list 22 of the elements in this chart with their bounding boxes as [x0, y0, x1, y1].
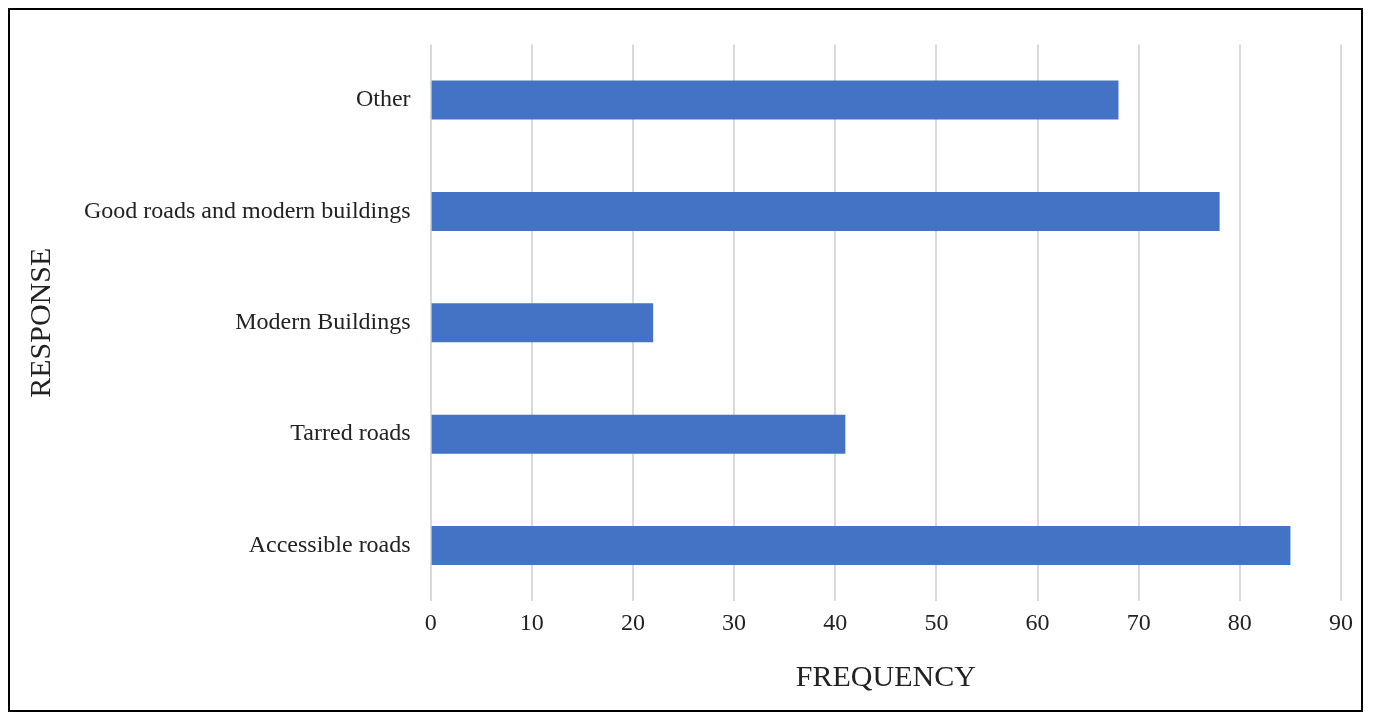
x-tick-label: 90: [1329, 608, 1353, 635]
y-tick-label: Other: [355, 85, 411, 112]
x-tick-label: 60: [1025, 608, 1050, 635]
x-tick-label: 50: [924, 608, 949, 635]
y-tick-label: Tarred roads: [290, 419, 411, 446]
y-tick-label: Modern Buildings: [235, 308, 411, 335]
bar: [431, 80, 1119, 120]
bar: [431, 191, 1220, 231]
x-axis-title: FREQUENCY: [795, 658, 976, 692]
bar: [431, 526, 1291, 566]
x-tick-label: 80: [1227, 608, 1252, 635]
x-tick-label: 70: [1126, 608, 1151, 635]
bar: [431, 303, 654, 343]
x-tick-label: 40: [823, 608, 848, 635]
y-tick-label: Accessible roads: [248, 530, 411, 557]
x-tick-label: 0: [424, 608, 437, 635]
x-tick-label: 30: [722, 608, 747, 635]
x-tick-label: 10: [519, 608, 544, 635]
y-tick-label: Good roads and modern buildings: [84, 196, 411, 223]
y-axis-title: RESPONSE: [22, 247, 56, 398]
x-tick-label: 20: [620, 608, 645, 635]
bar: [431, 414, 846, 454]
